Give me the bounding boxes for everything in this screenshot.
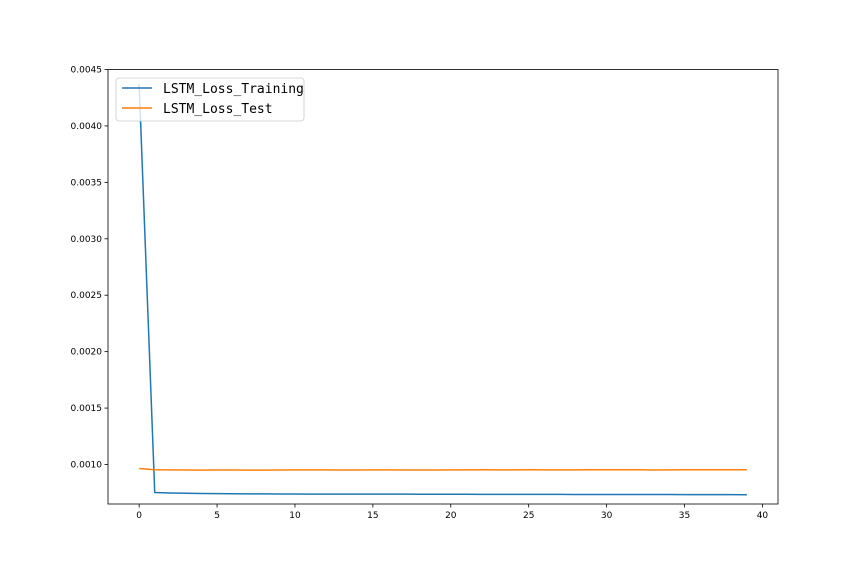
y-axis-ticks: 0.0010 0.0015 0.0020 0.0025 0.0030 0.0035 0.00… (71, 66, 108, 471)
y-tick-label: 0.0010 (71, 461, 103, 471)
legend-label-training: LSTM_Loss_Training (163, 82, 304, 97)
x-tick-label: 5 (214, 511, 220, 521)
x-tick-label: 20 (445, 511, 457, 521)
series-line-lstm-loss-training (138, 84, 747, 496)
x-axis-ticks: 0 5 10 15 20 25 30 35 40 (136, 504, 768, 521)
series-line-lstm-loss-test (139, 467, 747, 471)
y-tick-label: 0.0015 (71, 404, 103, 414)
legend-box (115, 77, 305, 122)
y-tick-label: 0.0030 (71, 235, 103, 245)
y-tick-label: 0.0020 (71, 348, 103, 358)
x-tick-label: 10 (289, 511, 301, 521)
x-tick-label: 0 (136, 511, 142, 521)
legend: LSTM_Loss_Training LSTM_Loss_Test (115, 77, 305, 122)
legend-label-test: LSTM_Loss_Test (163, 102, 273, 117)
x-tick-label: 25 (523, 511, 534, 521)
plot-lines (138, 84, 747, 496)
y-tick-label: 0.0025 (71, 291, 103, 301)
x-tick-label: 40 (757, 511, 769, 521)
y-tick-label: 0.0035 (71, 178, 103, 188)
plot-frame (107, 69, 779, 505)
x-tick-label: 35 (679, 511, 690, 521)
y-tick-label: 0.0045 (71, 66, 103, 76)
y-tick-label: 0.0040 (71, 122, 103, 132)
x-tick-label: 15 (367, 511, 378, 521)
x-tick-label: 30 (601, 511, 613, 521)
